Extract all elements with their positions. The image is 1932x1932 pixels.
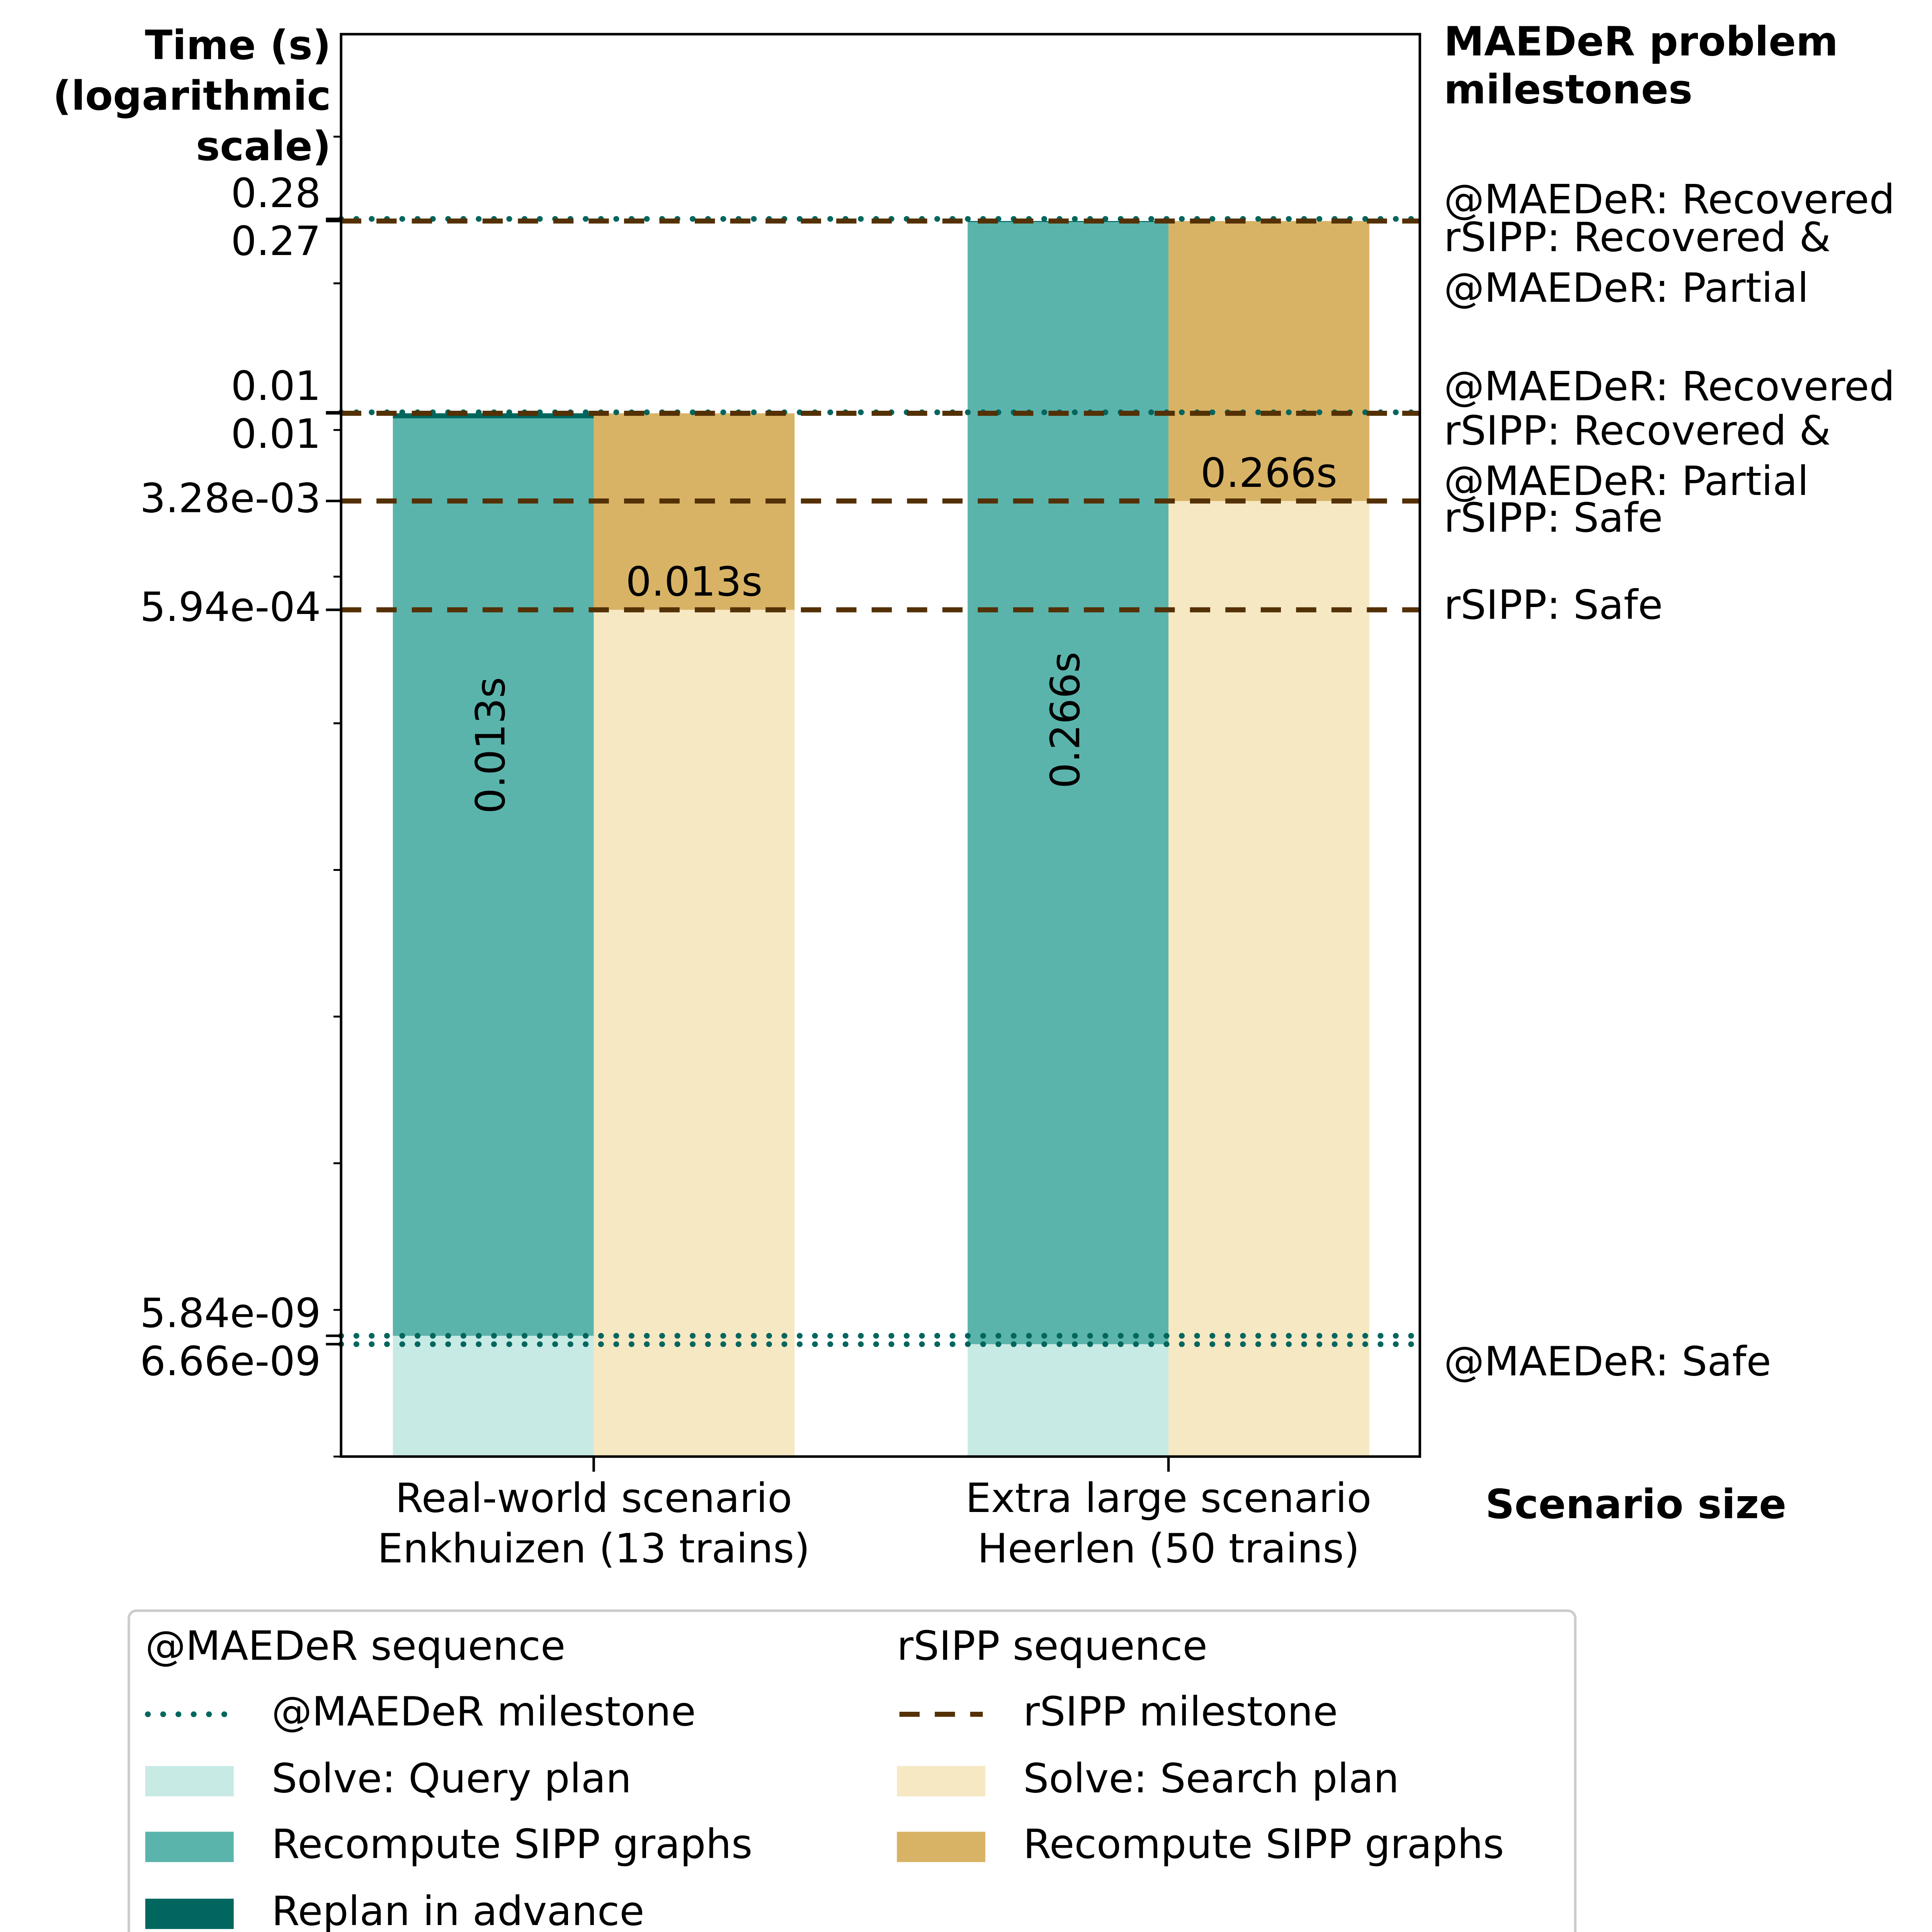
total-label: 0.013s [626,558,762,605]
y-axis-label: scale) [196,123,331,170]
legend-swatch [145,1832,234,1862]
milestone-annotation: @MAEDeR: Partial [1444,264,1809,311]
bar-segment [594,413,795,610]
y-axis-label: Time (s) [145,22,331,69]
y-tick-label: 0.28 [231,170,321,217]
milestone-annotation: rSIPP: Recovered & [1444,214,1831,261]
bar-segment [1168,501,1369,1457]
y-tick-label: 6.66e-09 [140,1338,321,1385]
bar-segment [594,610,795,1457]
legend-label: Replan in advance [272,1888,645,1932]
legend-title: @MAEDeR sequence [145,1622,565,1669]
legend-title: rSIPP sequence [897,1622,1208,1669]
legend-swatch [897,1832,985,1862]
bar-segment [393,418,594,1336]
milestone-annotation: @MAEDeR: Recovered [1444,363,1895,410]
legend-swatch [145,1898,234,1929]
milestone-annotation: rSIPP: Recovered & [1444,407,1831,454]
milestone-annotation: @MAEDeR: Safe [1444,1338,1771,1385]
bar-segment [968,222,1169,1344]
milestone-annotation: @MAEDeR: Recovered [1444,176,1895,223]
milestones-title: milestones [1444,66,1693,113]
milestones-title: MAEDeR problem [1444,18,1838,65]
milestone-annotation: rSIPP: Safe [1444,494,1663,541]
x-tick-label: Enkhuizen (13 trains) [378,1525,810,1572]
legend-label: Recompute SIPP graphs [1023,1821,1504,1868]
legend-swatch [145,1766,234,1796]
bar-segment [968,1344,1169,1457]
total-label: 0.266s [1201,449,1337,497]
bar-segment [1168,221,1369,501]
plot-frame [340,33,1421,1458]
y-tick-label: 5.94e-04 [140,583,321,631]
y-tick-label: 5.84e-09 [140,1290,321,1337]
bar-segment [393,413,594,418]
legend-label: @MAEDeR milestone [272,1688,696,1735]
legend-label: Solve: Search plan [1023,1755,1399,1802]
milestone-annotation: rSIPP: Safe [1444,581,1663,628]
total-label: 0.013s [467,677,514,814]
milestone-annotation: @MAEDeR: Partial [1444,457,1809,505]
x-axis-label: Scenario size [1485,1481,1786,1528]
x-tick-label: Extra large scenario [966,1475,1372,1522]
legend-label: rSIPP milestone [1023,1688,1338,1735]
legend-label: Solve: Query plan [272,1755,631,1802]
legend-frame [128,1609,1577,1932]
bar-segment [393,1336,594,1457]
y-tick-label: 0.27 [231,218,321,265]
x-tick-label: Heerlen (50 trains) [977,1525,1359,1572]
legend-swatch [897,1766,985,1796]
x-tick-label: Real-world scenario [395,1475,792,1522]
y-tick-label: 0.01 [231,410,321,457]
y-tick-label: 0.01 [231,362,321,410]
total-label: 0.266s [1042,652,1089,789]
y-axis-label: (logarithmic [53,72,331,119]
y-tick-label: 3.28e-03 [140,474,321,522]
legend-label: Recompute SIPP graphs [272,1821,752,1868]
